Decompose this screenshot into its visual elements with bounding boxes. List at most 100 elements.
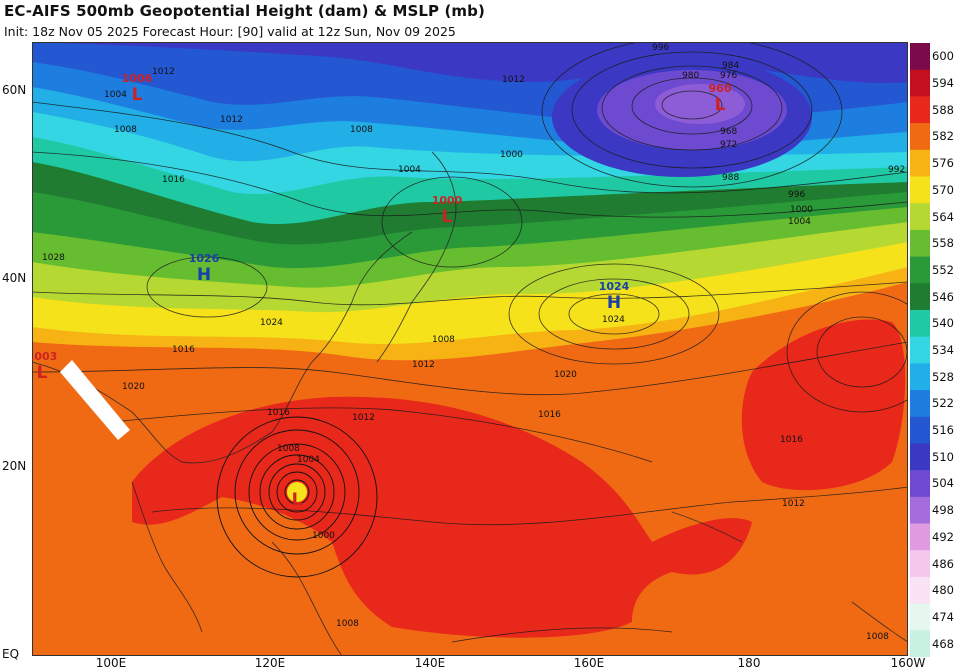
colorbar-level-label: 534 [932, 343, 954, 357]
pressure-center-letter: L [132, 85, 143, 105]
pressure-center-letter: L [715, 95, 726, 115]
pressure-center-value: 1026 [189, 252, 220, 265]
isobar-label: 1008 [336, 619, 359, 629]
colorbar-level-label: 564 [932, 209, 954, 224]
isobar-label: 996 [788, 190, 805, 200]
colorbar-level-label: 522 [932, 396, 954, 411]
pressure-center-value: 1006 [122, 72, 153, 85]
colorbar-level-label: 552 [932, 262, 954, 277]
isobar-label: 996 [652, 43, 669, 53]
isobar-label: 1016 [162, 175, 185, 185]
isobar-label: 972 [720, 140, 737, 150]
isobar-label: 1028 [42, 253, 65, 263]
colorbar-swatch [910, 470, 930, 498]
colorbar-swatch [910, 149, 930, 177]
colorbar-level-label: 594 [932, 76, 954, 91]
colorbar [910, 43, 930, 657]
isobar-label: 1008 [114, 125, 137, 135]
isobar-label: 1016 [538, 410, 561, 420]
colorbar-level-label: 558 [932, 236, 954, 251]
isobar-label: 1012 [412, 360, 435, 370]
pressure-center-value: 960 [709, 82, 732, 95]
colorbar-swatch [910, 416, 930, 444]
isobar-lines [32, 42, 908, 643]
colorbar-swatch [910, 630, 930, 657]
colorbar-swatch [910, 550, 930, 578]
colorbar-level-label: 486 [932, 556, 954, 571]
pressure-center-letter: L [442, 207, 453, 227]
isobar-label: 988 [722, 173, 739, 183]
isobar-label: 992 [888, 165, 905, 175]
colorbar-swatch [910, 283, 930, 311]
colorbar-swatch [910, 309, 930, 338]
colorbar-level-label: 582 [932, 129, 954, 144]
isobar-label: 1004 [398, 165, 421, 175]
pressure-center-letter: L [292, 490, 303, 510]
colorbar-swatch [910, 69, 930, 97]
colorbar-level-label: 498 [932, 503, 954, 518]
colorbar-swatch [910, 123, 930, 151]
isobar-label: 1020 [554, 370, 577, 380]
isobar-label: 1008 [866, 632, 889, 642]
isobar-label: 1020 [122, 382, 145, 392]
isobar-label: 1000 [312, 531, 335, 541]
isobar-label: 1000 [790, 205, 813, 215]
lon-label-160w: 160W [890, 656, 926, 670]
colorbar-level-label: 504 [932, 476, 954, 491]
colorbar-level-label: 492 [932, 529, 954, 544]
isobar-label: 1024 [602, 315, 625, 325]
isobar-label: 1004 [104, 90, 127, 100]
pressure-center-letter: H [607, 293, 621, 313]
isobar-label: 1004 [297, 455, 320, 465]
pressure-center-value: 1000 [432, 194, 463, 207]
colorbar-level-label: 570 [932, 182, 954, 197]
lon-label-160e: 160E [573, 656, 605, 670]
isobar-label: 1012 [220, 115, 243, 125]
isobar-label: 1008 [350, 125, 373, 135]
pressure-center-value: 1024 [599, 280, 630, 293]
isobar-label: 1024 [260, 318, 283, 328]
chart-title: EC-AIFS 500mb Geopotential Height (dam) … [4, 2, 485, 20]
chart-subtitle: Init: 18z Nov 05 2025 Forecast Hour: [90… [4, 24, 456, 39]
lon-label-180: 180 [737, 656, 761, 670]
typhoon-rings [216, 416, 378, 578]
colorbar-swatch [910, 603, 930, 631]
lon-label-140e: 140E [414, 656, 446, 670]
colorbar-swatch [910, 96, 930, 124]
pressure-center-letter: H [197, 265, 211, 285]
colorbar-swatch [910, 363, 930, 391]
isobar-label: 968 [720, 127, 737, 137]
colorbar-swatch [910, 336, 930, 364]
colorbar-level-label: 516 [932, 423, 954, 438]
isobar-label: 1012 [502, 75, 525, 85]
colorbar-swatch [910, 496, 930, 525]
lat-label-eq: EQ [2, 647, 20, 661]
band-504-core [655, 84, 745, 124]
lat-label-40n: 40N [2, 271, 27, 285]
isobar-label: 1016 [780, 435, 803, 445]
colorbar-level-label: 480 [932, 583, 954, 598]
colorbar-swatch [910, 176, 930, 204]
colorbar-level-label: 510 [932, 449, 954, 464]
isobar-label: 1012 [352, 413, 375, 423]
typhoon-eye [287, 482, 307, 502]
colorbar-swatch [910, 229, 930, 258]
colorbar-level-label: 528 [932, 369, 954, 384]
colorbar-swatch [910, 523, 930, 551]
band-594-east [741, 319, 906, 491]
colorbar-level-label: 546 [932, 289, 954, 304]
colorbar-swatch [910, 43, 930, 71]
colorbar-swatch [910, 390, 930, 418]
lon-label-120e: 120E [254, 656, 286, 670]
colorbar-swatch [910, 443, 930, 471]
isobar-label: 1008 [432, 335, 455, 345]
colorbar-level-label: 600 [932, 49, 954, 64]
colorbar-swatch [910, 203, 930, 231]
lat-label-60n: 60N [2, 83, 27, 97]
weather-map: 1006L960L1000L1026H1024H1003LL 101210041… [32, 42, 908, 656]
isobar-label: 1012 [782, 499, 805, 509]
data-gap-sliver [60, 360, 130, 440]
isobar-label: 1004 [788, 217, 811, 227]
isobar-label: 1016 [172, 345, 195, 355]
colorbar-level-label: 468 [932, 636, 954, 651]
